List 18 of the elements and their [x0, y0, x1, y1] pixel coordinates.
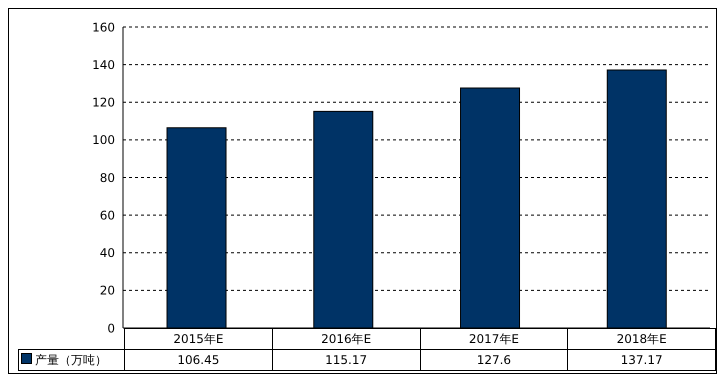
x-tick-label: 2016年E [272, 328, 420, 350]
x-tick-label: 2017年E [420, 328, 568, 350]
x-tick-label: 2015年E [124, 328, 272, 350]
y-tick-label: 80 [100, 170, 115, 185]
y-tick-label: 100 [92, 133, 115, 148]
data-label: 106.45 [124, 350, 272, 370]
data-label: 137.17 [568, 350, 716, 370]
y-tick-label: 60 [100, 208, 115, 222]
data-label: 127.6 [420, 350, 568, 370]
y-tick-label: 40 [100, 246, 115, 260]
legend-label: 产量（万吨） [34, 352, 107, 366]
y-tick-label: 140 [92, 58, 115, 72]
y-tick-label: 0 [107, 321, 115, 336]
data-label: 115.17 [272, 350, 420, 370]
y-tick-label: 160 [92, 20, 115, 34]
x-tick-label: 2018年E [568, 328, 716, 350]
y-tick-label: 20 [100, 284, 115, 298]
y-tick-label: 120 [92, 96, 115, 110]
